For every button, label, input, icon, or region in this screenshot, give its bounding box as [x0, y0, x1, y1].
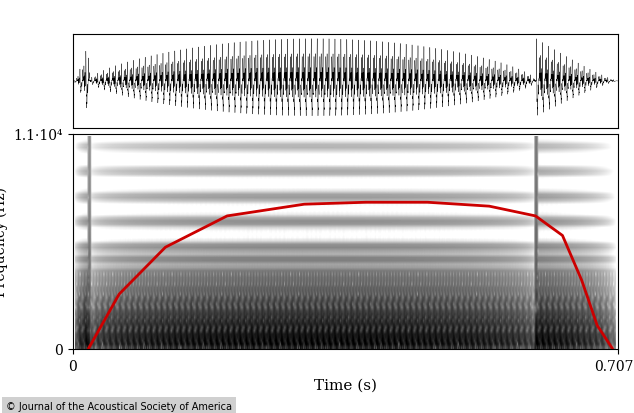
Text: © Journal of the Acoustical Society of America: © Journal of the Acoustical Society of A…: [6, 401, 232, 411]
X-axis label: Time (s): Time (s): [314, 378, 377, 392]
Y-axis label: Frequency (Hz): Frequency (Hz): [0, 187, 8, 297]
